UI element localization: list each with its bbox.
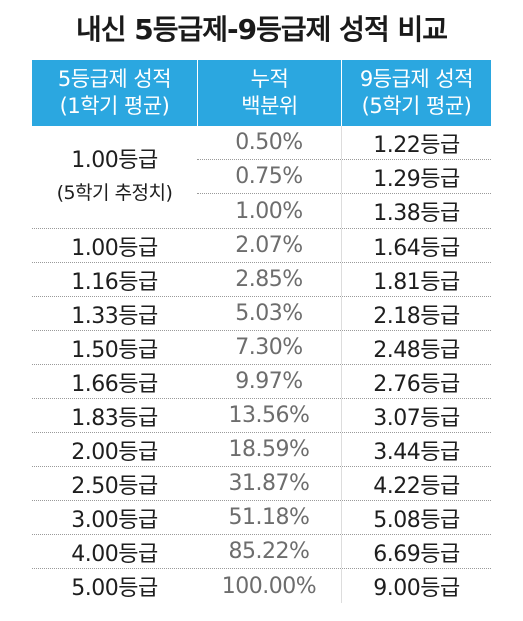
group-grade5-label: 1.00등급: [71, 148, 158, 173]
page-title: 내신 5등급제-9등급제 성적 비교: [76, 13, 448, 46]
header-percentile-line1: 누적: [250, 67, 289, 91]
percentile-cell: 31.87%: [228, 471, 310, 496]
grade9-cell: 4.22등급: [341, 467, 491, 500]
percentile-cell: 85.22%: [228, 539, 310, 564]
header-grade5-line1: 5등급제 성적: [57, 67, 172, 91]
header-grade9-line2: (5학기 평균): [361, 94, 472, 118]
grade-comparison-table: 5등급제 성적 (1학기 평균) 누적 백분위 9등급제 성적 (5학기 평균)…: [32, 60, 491, 603]
grade5-cell: 3.00등급: [71, 507, 158, 533]
grade5-cell: 4.00등급: [71, 541, 158, 567]
percentile-cell: 1.00%: [235, 198, 303, 224]
grade9-cell: 3.44등급: [341, 433, 491, 466]
grade5-cell: 5.00등급: [71, 576, 158, 601]
table-row: 5.00등급 100.00% 9.00등급: [32, 569, 491, 603]
table-row: 1.66등급 9.97% 2.76등급: [32, 365, 491, 399]
table-row: 2.50등급 31.87% 4.22등급: [32, 467, 491, 501]
grade5-cell: 2.00등급: [71, 439, 158, 465]
grade9-cell: 5.08등급: [341, 501, 491, 534]
table-row: 0.50% 1.22등급: [197, 126, 491, 160]
percentile-cell: 13.56%: [228, 403, 310, 428]
percentile-cell: 9.97%: [235, 369, 303, 394]
grade9-cell: 2.48등급: [341, 331, 491, 364]
grade5-cell: 1.33등급: [71, 303, 158, 329]
table-row: 1.00% 1.38등급: [197, 194, 491, 228]
table-row: 1.33등급 5.03% 2.18등급: [32, 297, 491, 331]
group-grade5-cell: 1.00등급 (5학기 추정치): [32, 126, 197, 228]
percentile-cell: 0.50%: [235, 130, 303, 155]
grade9-cell: 6.69등급: [341, 535, 491, 568]
percentile-cell: 51.18%: [228, 505, 310, 530]
grade5-cell: 1.16등급: [71, 269, 158, 295]
header-percentile: 누적 백분위: [197, 60, 341, 126]
percentile-cell: 7.30%: [235, 335, 303, 360]
table-row: 1.16등급 2.85% 1.81등급: [32, 263, 491, 297]
grade9-cell: 1.64등급: [341, 229, 491, 262]
percentile-cell: 2.85%: [235, 267, 303, 292]
grade5-cell: 1.83등급: [71, 405, 158, 431]
table-row: 0.75% 1.29등급: [197, 160, 491, 194]
percentile-cell: 18.59%: [228, 437, 310, 462]
percentile-cell: 2.07%: [235, 233, 303, 258]
percentile-cell: 100.00%: [221, 573, 317, 599]
table-row: 1.00등급 2.07% 1.64등급: [32, 229, 491, 263]
group-subrows: 0.50% 1.22등급 0.75% 1.29등급 1.00% 1.38등급: [197, 126, 491, 228]
header-percentile-line2: 백분위: [241, 94, 298, 118]
grade5-cell: 2.50등급: [71, 473, 158, 499]
grade9-cell: 1.38등급: [341, 194, 491, 228]
grade9-cell: 2.18등급: [341, 297, 491, 330]
table-row: 1.83등급 13.56% 3.07등급: [32, 399, 491, 433]
header-grade5: 5등급제 성적 (1학기 평균): [32, 60, 197, 126]
table-header: 5등급제 성적 (1학기 평균) 누적 백분위 9등급제 성적 (5학기 평균): [32, 60, 491, 126]
grade5-cell: 1.00등급: [71, 235, 158, 261]
grade9-cell: 1.81등급: [341, 263, 491, 296]
table-row: 1.50등급 7.30% 2.48등급: [32, 331, 491, 365]
table-row: 4.00등급 85.22% 6.69등급: [32, 535, 491, 569]
grade9-cell: 2.76등급: [341, 365, 491, 398]
table-row-group: 1.00등급 (5학기 추정치) 0.50% 1.22등급 0.75% 1.29…: [32, 126, 491, 229]
header-grade9: 9등급제 성적 (5학기 평균): [341, 60, 491, 126]
group-grade5-note: (5학기 추정치): [56, 182, 173, 204]
grade9-cell: 1.22등급: [341, 126, 491, 159]
percentile-cell: 0.75%: [235, 164, 303, 189]
header-grade9-line1: 9등급제 성적: [359, 67, 474, 91]
grade5-cell: 1.50등급: [71, 337, 158, 363]
header-grade5-line2: (1학기 평균): [59, 94, 170, 118]
percentile-cell: 5.03%: [235, 301, 303, 326]
table-row: 3.00등급 51.18% 5.08등급: [32, 501, 491, 535]
grade5-cell: 1.66등급: [71, 371, 158, 397]
grade9-cell: 1.29등급: [341, 160, 491, 193]
table-row: 2.00등급 18.59% 3.44등급: [32, 433, 491, 467]
grade9-cell: 3.07등급: [341, 399, 491, 432]
grade9-cell: 9.00등급: [341, 569, 491, 603]
